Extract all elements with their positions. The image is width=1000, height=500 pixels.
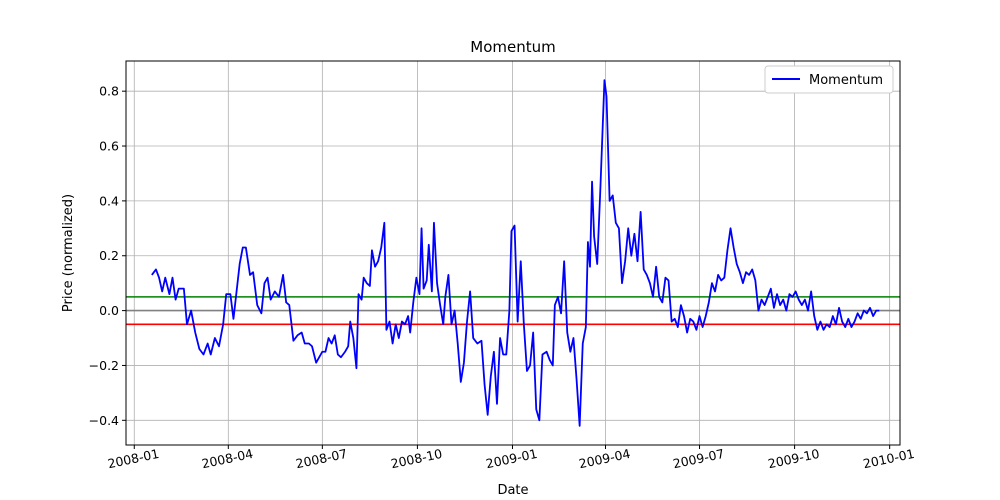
y-tick-label: 0.8 bbox=[99, 84, 119, 99]
grid-lines bbox=[126, 61, 900, 445]
series-lines bbox=[151, 79, 880, 427]
y-tick-label: −0.2 bbox=[89, 358, 119, 373]
axes-frame bbox=[125, 60, 901, 446]
series-line-momentum bbox=[151, 79, 880, 427]
y-tick-label: 0.4 bbox=[99, 193, 119, 208]
legend: Momentum bbox=[764, 65, 894, 94]
y-tick-label: 0.6 bbox=[99, 139, 119, 154]
y-axis-title: Price (normalized) bbox=[61, 194, 76, 312]
legend-box bbox=[764, 65, 894, 94]
y-tick-label: −0.4 bbox=[89, 413, 119, 428]
reference-lines bbox=[126, 296, 900, 326]
chart-title: Momentum bbox=[470, 38, 555, 56]
plot-area bbox=[125, 60, 901, 446]
y-tick-label: 0.2 bbox=[99, 248, 119, 263]
y-tick-label: 0.0 bbox=[99, 303, 119, 318]
y-axis-ticks: −0.4 −0.2 0.0 0.2 0.4 0.6 0.8 bbox=[89, 84, 126, 428]
legend-label-momentum: Momentum bbox=[809, 73, 883, 88]
x-axis-title: Date bbox=[497, 483, 528, 498]
